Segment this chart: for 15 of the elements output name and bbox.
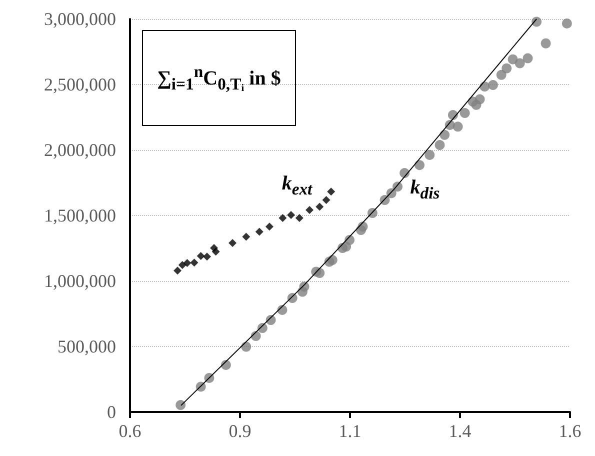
annotation: k$_{ext}$ [282,172,312,200]
y-tick-label: 1,000,000 [44,271,116,291]
x-tick-label: 1.1 [338,421,362,441]
y-tick-label: 2,500,000 [44,74,116,94]
annotation: k$_{dis}$ [410,176,440,204]
y-tick-label: 1,500,000 [44,206,116,226]
y-tick-label: 0 [107,402,116,422]
x-tick-label: 0.9 [228,421,252,441]
y-tick-label: 2,000,000 [44,140,116,160]
y-axis-title: ∑$_{i=1}$$^{n}$C$_{0,Tᵢ}$ in $ [157,62,281,94]
x-tick-label: 1.6 [558,421,582,441]
y-tick-label: 3,000,000 [44,9,116,29]
x-tick-label: 0.6 [118,421,142,441]
x-tick-label: 1.4 [448,421,472,441]
y-tick-label: 500,000 [58,336,116,356]
